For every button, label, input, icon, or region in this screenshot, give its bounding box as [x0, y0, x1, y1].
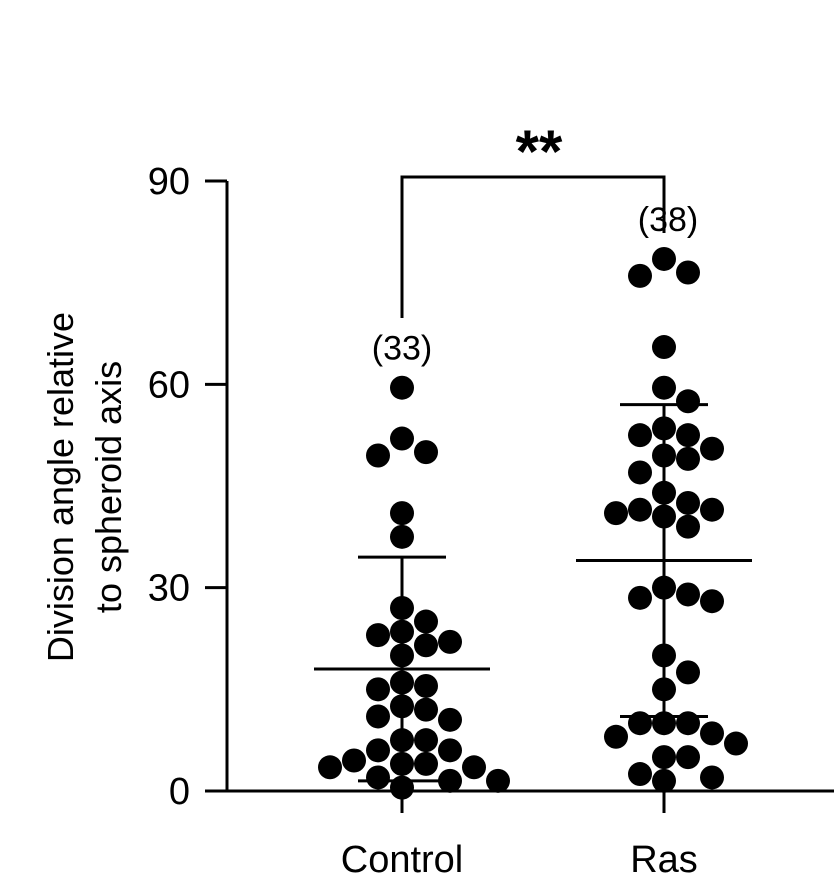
y-axis-label-line: Division angle relative — [40, 312, 81, 662]
y-tick-label: 60 — [148, 364, 190, 406]
data-point — [342, 748, 366, 773]
data-point — [676, 660, 700, 685]
data-point — [676, 582, 700, 607]
y-axis: 0 30 60 90 — [148, 161, 229, 813]
data-point — [724, 731, 748, 756]
data-point — [652, 246, 676, 271]
y-tick-label: 0 — [169, 771, 190, 813]
data-point — [628, 460, 652, 485]
significance-label: ** — [516, 118, 563, 185]
data-point — [414, 609, 438, 634]
data-point — [414, 697, 438, 722]
data-point — [438, 707, 462, 732]
data-point — [676, 745, 700, 770]
data-point — [700, 721, 724, 746]
group-control: (33) — [314, 330, 510, 800]
y-axis-label-line: to spheroid axis — [88, 361, 129, 613]
data-point — [462, 755, 486, 780]
data-point — [414, 633, 438, 658]
data-point — [676, 260, 700, 285]
data-point — [628, 423, 652, 448]
x-axis: Control Ras — [225, 789, 834, 881]
data-point — [318, 755, 342, 780]
data-point — [652, 745, 676, 770]
group-ras: (38) — [576, 201, 752, 793]
data-point — [676, 490, 700, 515]
data-point — [652, 768, 676, 793]
data-point — [390, 524, 414, 549]
data-point — [676, 423, 700, 448]
data-point — [628, 585, 652, 610]
data-point — [628, 762, 652, 787]
data-point — [366, 765, 390, 790]
data-point — [390, 375, 414, 400]
data-point — [366, 677, 390, 702]
data-point — [414, 728, 438, 753]
groups: (33) (38) — [314, 201, 752, 800]
data-point — [604, 501, 628, 526]
data-point — [700, 436, 724, 461]
significance-bracket: ** — [400, 118, 666, 318]
data-point — [676, 389, 700, 414]
x-tick-label-ras: Ras — [630, 839, 698, 881]
data-point — [414, 440, 438, 465]
data-point — [700, 765, 724, 790]
data-point — [414, 673, 438, 698]
data-point — [414, 751, 438, 776]
y-tick-label: 90 — [148, 161, 190, 203]
data-point — [628, 497, 652, 522]
data-point — [366, 443, 390, 468]
x-tick-label-control: Control — [341, 839, 464, 881]
n-label: (33) — [372, 330, 432, 368]
data-point — [438, 629, 462, 654]
data-point — [652, 335, 676, 360]
data-point — [438, 738, 462, 763]
y-tick-label: 30 — [148, 568, 190, 610]
data-point — [438, 768, 462, 793]
y-axis-label: Division angle relative to spheroid axis — [40, 312, 129, 662]
data-point — [628, 711, 652, 736]
data-point — [676, 446, 700, 471]
data-point — [486, 768, 510, 793]
bracket-line — [400, 175, 666, 318]
data-point — [676, 514, 700, 539]
data-point — [366, 623, 390, 648]
data-point — [390, 501, 414, 526]
data-point — [390, 426, 414, 451]
data-point — [652, 375, 676, 400]
data-point — [700, 589, 724, 614]
data-point — [700, 497, 724, 522]
data-point — [366, 704, 390, 729]
data-point — [604, 724, 628, 749]
y-label-group: Division angle relative to spheroid axis — [40, 312, 129, 662]
data-point — [366, 738, 390, 763]
n-label: (38) — [638, 201, 698, 239]
data-point — [628, 263, 652, 288]
data-point — [676, 711, 700, 736]
